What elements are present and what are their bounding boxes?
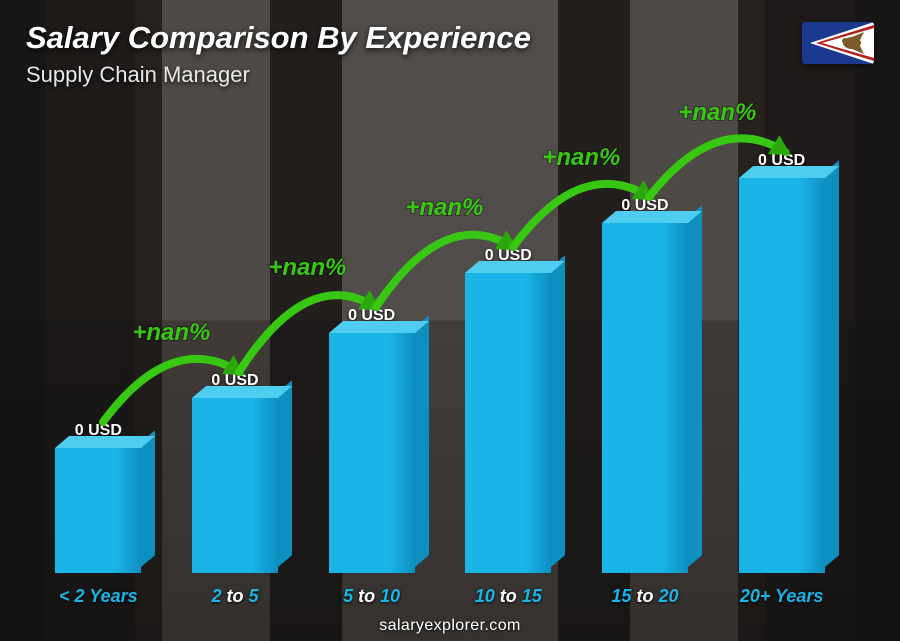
bar-category-label: 15 to 20 (611, 586, 678, 607)
bar-category-label: < 2 Years (59, 586, 138, 607)
footer-attribution: salaryexplorer.com (0, 617, 900, 635)
bar-shape (329, 333, 415, 573)
bar-category-label: 10 to 15 (475, 586, 542, 607)
bar-category-label: 20+ Years (740, 586, 824, 607)
bar-2: 0 USD5 to 10 (317, 307, 427, 573)
chart-subtitle: Supply Chain Manager (26, 62, 250, 88)
infographic-canvas: Salary Comparison By Experience Supply C… (0, 0, 900, 641)
bar-shape (465, 273, 551, 573)
bar-4: 0 USD15 to 20 (590, 197, 700, 573)
chart-title: Salary Comparison By Experience (26, 20, 531, 56)
delta-label: +nan% (542, 144, 620, 171)
bar-category-label: 5 to 10 (343, 586, 400, 607)
flag-icon (802, 22, 874, 64)
delta-label: +nan% (269, 254, 347, 281)
bar-chart: 0 USD< 2 Years0 USD2 to 50 USD5 to 100 U… (30, 110, 850, 573)
delta-label: +nan% (132, 319, 210, 346)
bar-category-label: 2 to 5 (211, 586, 258, 607)
bar-0: 0 USD< 2 Years (43, 422, 153, 573)
bar-shape (739, 178, 825, 573)
delta-label: +nan% (405, 194, 483, 221)
bar-1: 0 USD2 to 5 (180, 372, 290, 573)
bar-3: 0 USD10 to 15 (453, 247, 563, 573)
bar-5: 0 USD20+ Years (727, 152, 837, 573)
bar-shape (192, 398, 278, 573)
delta-label: +nan% (679, 99, 757, 126)
bar-shape (55, 448, 141, 573)
bar-shape (602, 223, 688, 573)
